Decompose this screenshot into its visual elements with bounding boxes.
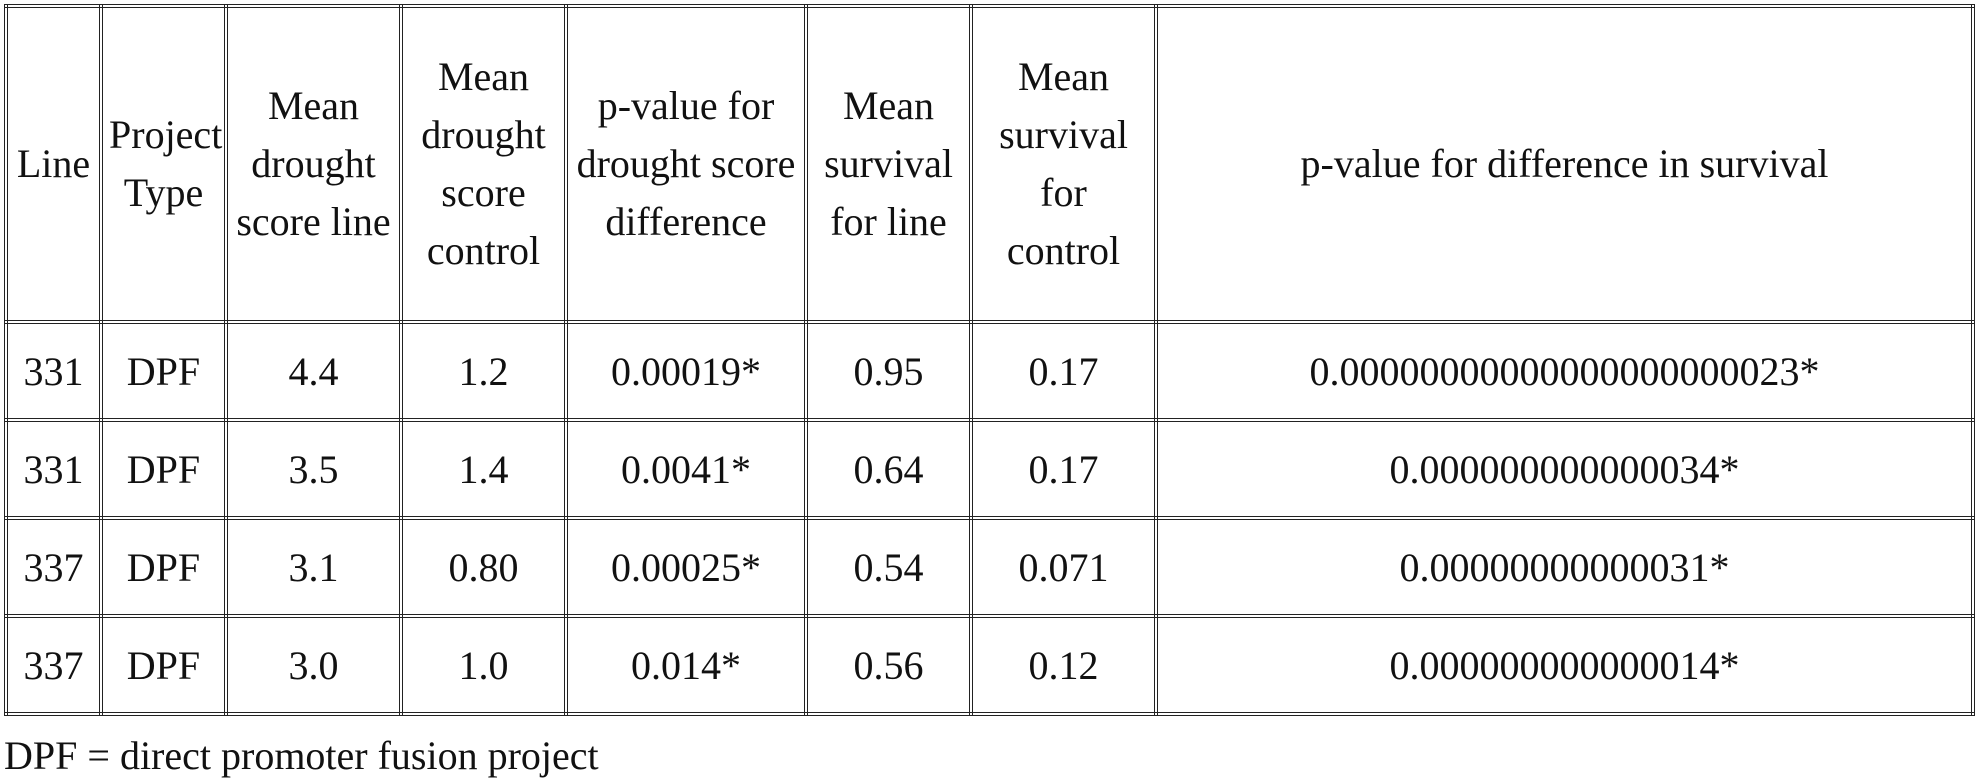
table-cell: 0.56 [806, 616, 971, 714]
table-cell: 337 [6, 616, 101, 714]
table-cell: 0.000000000000014* [1156, 616, 1973, 714]
table-cell: DPF [101, 420, 226, 518]
table-cell: 0.014* [566, 616, 806, 714]
column-header: Mean drought score control [401, 6, 566, 322]
table-cell: 0.00019* [566, 322, 806, 420]
table-cell: 0.00000000000000000000023* [1156, 322, 1973, 420]
table-cell: DPF [101, 616, 226, 714]
table-cell: 0.64 [806, 420, 971, 518]
column-header: p-value for difference in survival [1156, 6, 1973, 322]
table-cell: 331 [6, 420, 101, 518]
column-header: p-value for drought score difference [566, 6, 806, 322]
table-cell: 331 [6, 322, 101, 420]
table-cell: 3.0 [226, 616, 401, 714]
table-cell: 1.2 [401, 322, 566, 420]
table-cell: 1.0 [401, 616, 566, 714]
header-row: LineProject TypeMean drought score lineM… [6, 6, 1973, 322]
table-row: 331DPF4.41.20.00019*0.950.170.0000000000… [6, 322, 1973, 420]
table-row: 331DPF3.51.40.0041*0.640.170.00000000000… [6, 420, 1973, 518]
column-header: Mean survival for control [971, 6, 1156, 322]
table-cell: 0.00025* [566, 518, 806, 616]
column-header: Mean survival for line [806, 6, 971, 322]
table-cell: 0.80 [401, 518, 566, 616]
table-body: 331DPF4.41.20.00019*0.950.170.0000000000… [6, 322, 1973, 714]
table-cell: 337 [6, 518, 101, 616]
table-cell: DPF [101, 322, 226, 420]
table-cell: 3.1 [226, 518, 401, 616]
table-cell: 1.4 [401, 420, 566, 518]
table-cell: 0.000000000000034* [1156, 420, 1973, 518]
table-cell: 0.54 [806, 518, 971, 616]
table-cell: 3.5 [226, 420, 401, 518]
table-cell: 0.071 [971, 518, 1156, 616]
table-cell: 4.4 [226, 322, 401, 420]
table-cell: 0.12 [971, 616, 1156, 714]
data-table: LineProject TypeMean drought score lineM… [4, 4, 1975, 716]
table-row: 337DPF3.01.00.014*0.560.120.000000000000… [6, 616, 1973, 714]
table-cell: 0.95 [806, 322, 971, 420]
table-cell: 0.00000000000031* [1156, 518, 1973, 616]
footnote: DPF = direct promoter fusion project [4, 732, 599, 779]
table-cell: 0.0041* [566, 420, 806, 518]
table-cell: 0.17 [971, 420, 1156, 518]
column-header: Project Type [101, 6, 226, 322]
column-header: Mean drought score line [226, 6, 401, 322]
column-header: Line [6, 6, 101, 322]
table-cell: 0.17 [971, 322, 1156, 420]
table-row: 337DPF3.10.800.00025*0.540.0710.00000000… [6, 518, 1973, 616]
table-cell: DPF [101, 518, 226, 616]
